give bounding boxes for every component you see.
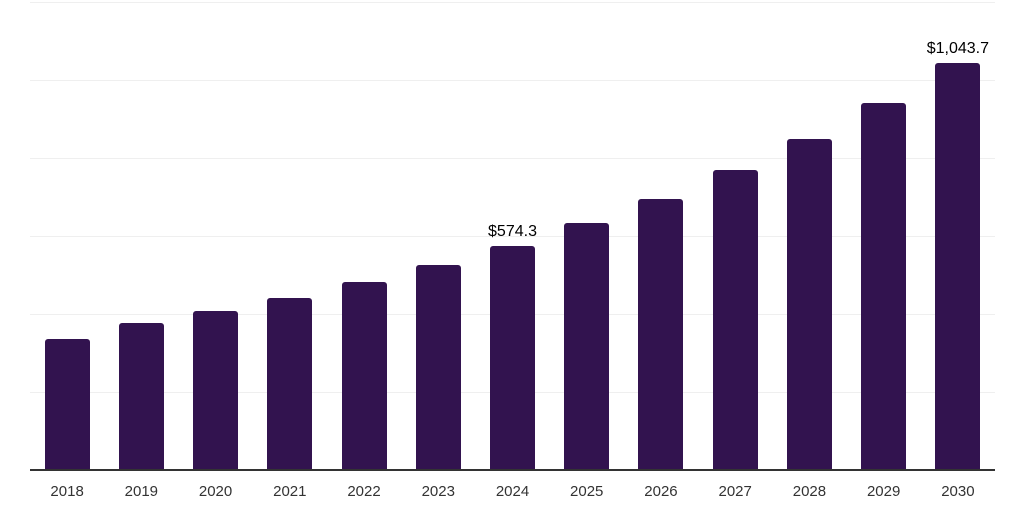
bar-2026 — [638, 199, 684, 470]
x-tick-label-2028: 2028 — [792, 483, 827, 500]
x-axis-line — [30, 469, 995, 471]
bar-2018 — [44, 339, 90, 470]
bar-2023 — [415, 265, 461, 470]
gridline — [30, 80, 995, 81]
x-tick-label-2022: 2022 — [347, 483, 381, 500]
bar-2030 — [935, 63, 981, 470]
gridline — [30, 2, 995, 3]
bar-2020 — [193, 311, 239, 470]
x-tick-label-2026: 2026 — [644, 483, 678, 500]
x-tick-label-2025: 2025 — [570, 483, 604, 500]
bar-2022 — [341, 282, 387, 470]
bar-2019 — [118, 323, 164, 470]
x-tick-label-2018: 2018 — [50, 483, 84, 500]
x-tick-label-2024: 2024 — [495, 483, 530, 500]
gridline — [30, 158, 995, 159]
bar-2024 — [490, 246, 535, 470]
x-tick-label-2021: 2021 — [273, 483, 307, 500]
bar-2028 — [786, 139, 832, 470]
data-label-2030: $1,043.7 — [926, 40, 990, 57]
x-tick-label-2030: 2030 — [941, 483, 975, 500]
x-tick-label-2020: 2020 — [198, 483, 233, 500]
bar-2025 — [564, 223, 610, 470]
x-tick-label-2029: 2029 — [866, 483, 901, 500]
bar-2029 — [861, 103, 907, 470]
gridline — [30, 236, 995, 237]
bar-2021 — [267, 298, 313, 470]
bar-2027 — [712, 170, 758, 470]
x-tick-label-2019: 2019 — [124, 483, 159, 500]
x-tick-label-2023: 2023 — [421, 483, 455, 500]
x-tick-label-2027: 2027 — [718, 483, 752, 500]
data-label-2024: $574.3 — [488, 223, 537, 240]
